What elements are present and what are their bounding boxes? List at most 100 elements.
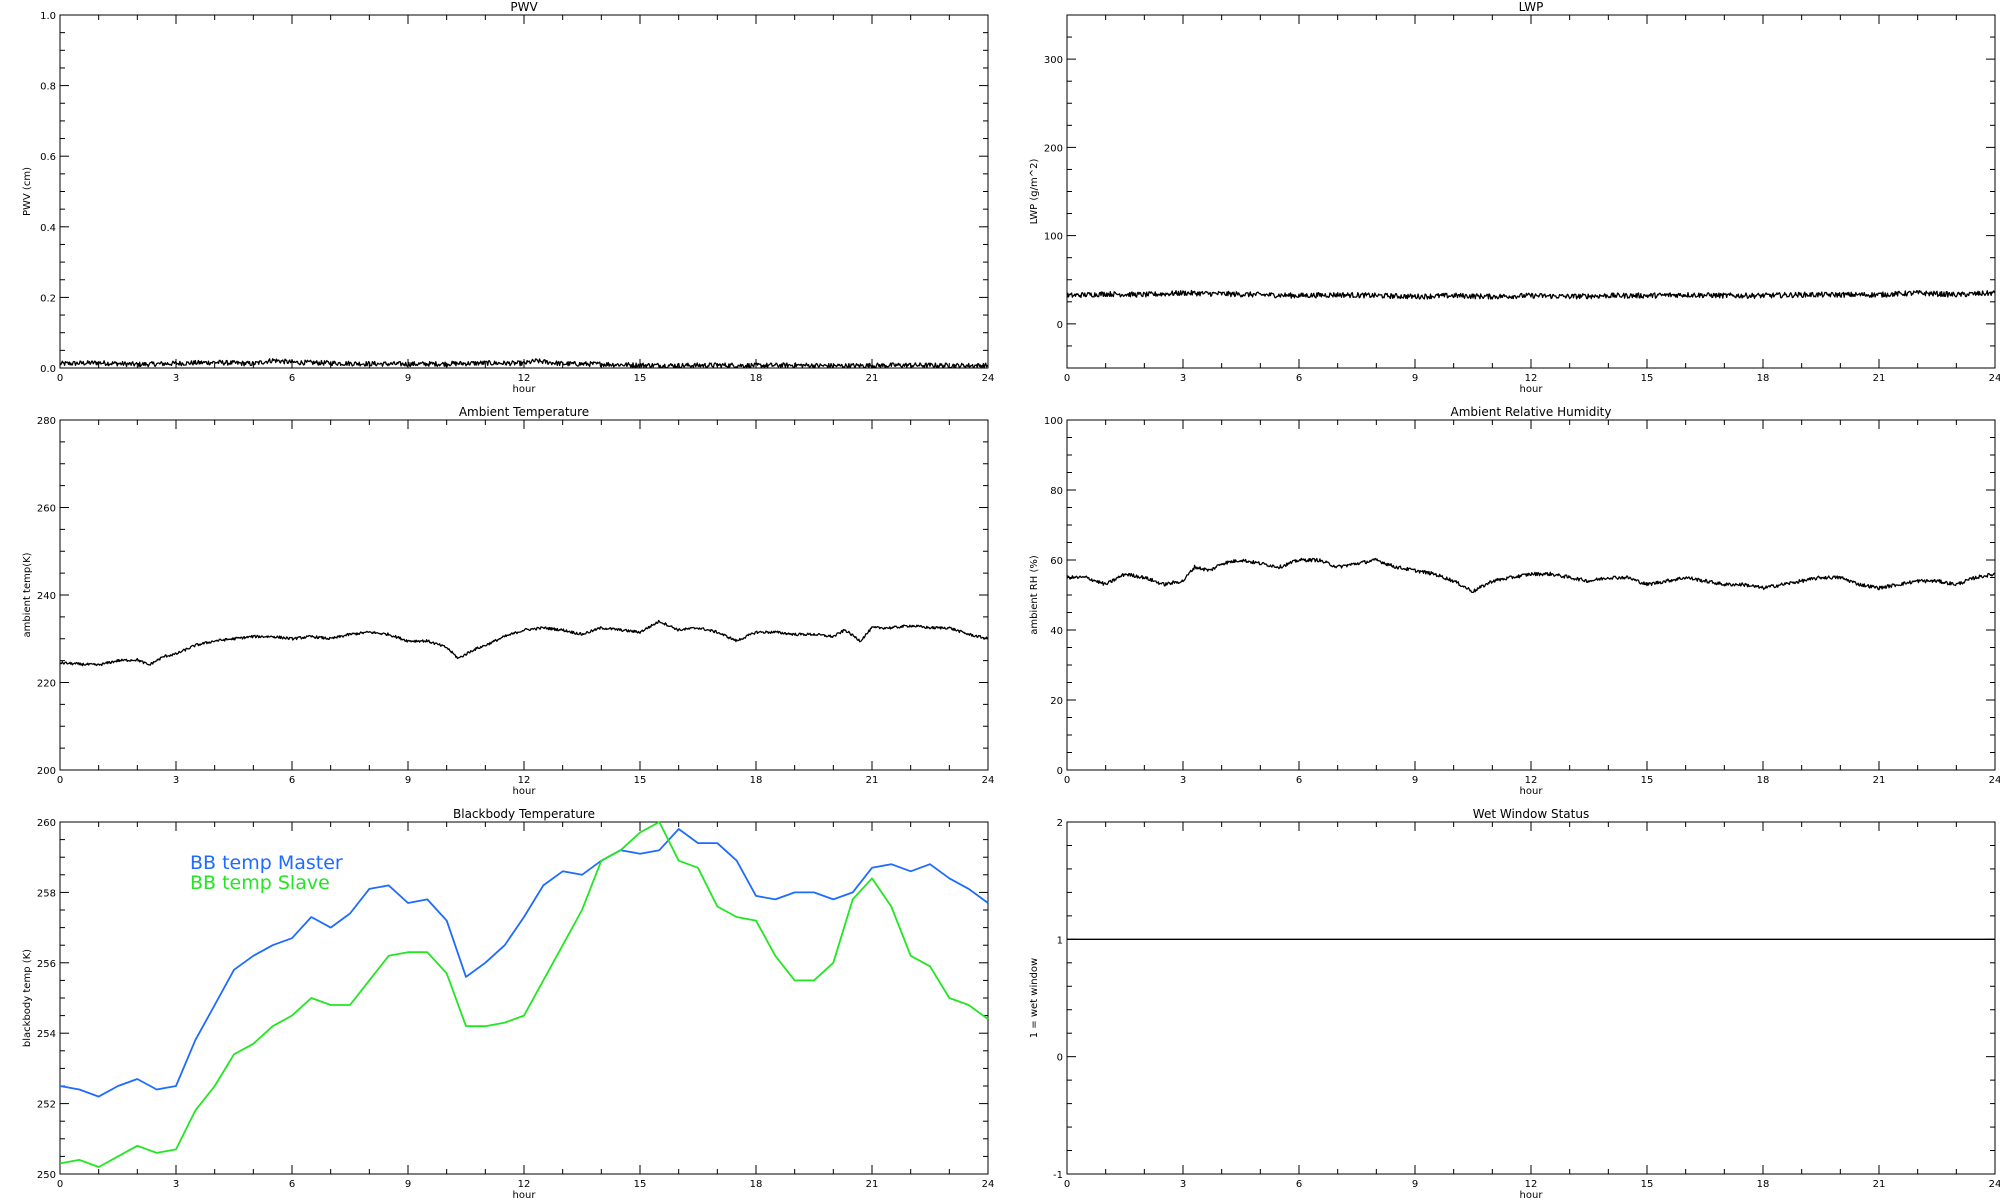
y-tick-label: 2	[1057, 818, 1063, 829]
chart-title: PWV	[510, 0, 538, 14]
y-tick-label: 280	[37, 416, 56, 427]
x-tick-label: 21	[1873, 775, 1886, 786]
y-axis-label: 1 = wet window	[1029, 958, 1040, 1038]
y-tick-label: 256	[37, 959, 56, 970]
x-tick-label: 3	[1180, 775, 1186, 786]
y-tick-label: 0.2	[40, 293, 56, 304]
y-tick-label: 0.8	[40, 82, 56, 93]
x-tick-label: 6	[1296, 1179, 1302, 1190]
x-axis-label: hour	[1520, 786, 1544, 797]
x-tick-label: 15	[634, 373, 647, 384]
x-tick-label: 9	[405, 1179, 411, 1190]
plot-frame	[59, 419, 989, 771]
x-tick-label: 9	[1412, 775, 1418, 786]
x-tick-label: 21	[866, 775, 879, 786]
series-line-ambient-temperature	[59, 619, 989, 667]
x-tick-label: 24	[1989, 775, 2000, 786]
y-tick-label: 254	[37, 1029, 56, 1040]
y-tick-label: 252	[37, 1100, 56, 1111]
x-tick-label: 3	[173, 373, 179, 384]
y-tick-label: 80	[1050, 486, 1063, 497]
y-tick-label: 200	[37, 766, 56, 777]
plot-frame	[1066, 821, 1996, 1175]
x-tick-label: 6	[289, 775, 295, 786]
x-tick-label: 0	[1064, 775, 1070, 786]
x-tick-label: 18	[1757, 1179, 1770, 1190]
x-tick-label: 18	[750, 775, 763, 786]
y-tick-label: 0	[1057, 1053, 1063, 1064]
x-tick-label: 21	[1873, 373, 1886, 384]
x-axis-label: hour	[513, 1190, 537, 1200]
x-tick-label: 15	[634, 775, 647, 786]
x-axis-label: hour	[513, 384, 537, 395]
y-tick-label: 250	[37, 1170, 56, 1181]
x-tick-label: 6	[289, 1179, 295, 1190]
chart-panel-lwp: LWP 0 3 6 9 12 15 18 21 24 hour 0 100 200 300 LWP (g/m^…	[1029, 0, 2000, 395]
legend-entry: BB temp Master	[190, 852, 343, 874]
y-tick-label: 260	[37, 818, 56, 829]
y-tick-label: 0	[1057, 320, 1063, 331]
y-tick-label: 1.0	[40, 11, 56, 22]
y-axis-label: PWV (cm)	[22, 167, 33, 216]
chart-title: Ambient Temperature	[459, 405, 589, 419]
y-axis-label: ambient temp(K)	[22, 552, 33, 637]
x-tick-label: 3	[1180, 373, 1186, 384]
x-tick-label: 12	[518, 1179, 531, 1190]
x-tick-label: 21	[866, 1179, 879, 1190]
y-tick-label: 240	[37, 591, 56, 602]
chart-panel-ambient-temperature: Ambient Temperature 0 3 6 9 12 15 18 21 24 hour 200…	[22, 405, 994, 797]
x-tick-label: 18	[750, 373, 763, 384]
y-tick-label: 40	[1050, 626, 1063, 637]
x-tick-label: 0	[1064, 373, 1070, 384]
y-tick-label: 0.0	[40, 364, 56, 375]
x-tick-label: 24	[982, 775, 995, 786]
x-tick-label: 6	[1296, 775, 1302, 786]
x-tick-label: 6	[1296, 373, 1302, 384]
series-line-ambient-relative-humidity	[1066, 557, 1996, 594]
y-axis-label: LWP (g/m^2)	[1029, 159, 1040, 225]
y-tick-label: 100	[1044, 416, 1063, 427]
y-tick-label: 300	[1044, 55, 1063, 66]
series-line-bb-temp-master	[59, 828, 989, 1098]
x-tick-label: 0	[57, 775, 63, 786]
x-tick-label: 18	[1757, 775, 1770, 786]
x-tick-label: 15	[1641, 775, 1654, 786]
x-tick-label: 21	[1873, 1179, 1886, 1190]
x-tick-label: 9	[1412, 1179, 1418, 1190]
y-tick-label: 260	[37, 504, 56, 515]
x-tick-label: 15	[1641, 1179, 1654, 1190]
x-tick-label: 0	[57, 1179, 63, 1190]
plot-frame	[59, 14, 989, 369]
x-axis-label: hour	[1520, 384, 1544, 395]
x-tick-label: 12	[518, 775, 531, 786]
y-tick-label: 100	[1044, 232, 1063, 243]
plot-frame	[1066, 14, 1996, 369]
x-tick-label: 0	[57, 373, 63, 384]
x-tick-label: 9	[1412, 373, 1418, 384]
y-axis-label: ambient RH (%)	[1029, 555, 1040, 635]
series-line-bb-temp-slave	[59, 821, 989, 1168]
chart-panel-blackbody-temperature: Blackbody Temperature 0 3 6 9 12 15 18 21 24 hour 2…	[22, 807, 994, 1200]
y-tick-label: 0	[1057, 766, 1063, 777]
x-tick-label: 3	[173, 1179, 179, 1190]
y-tick-label: 60	[1050, 556, 1063, 567]
chart-title: Wet Window Status	[1473, 807, 1589, 821]
chart-panel-pwv: PWV 0 3 6 9 12 15 18 21 24 hour 0.0 0.2 0.4 0.6 0.8 1.0 P…	[22, 0, 994, 395]
y-tick-label: -1	[1053, 1170, 1063, 1181]
chart-panel-ambient-relative-humidity: Ambient Relative Humidity 0 3 6 9 12 15 18 21 24 h…	[1029, 405, 2000, 797]
x-tick-label: 15	[1641, 373, 1654, 384]
x-tick-label: 24	[1989, 1179, 2000, 1190]
x-tick-label: 12	[518, 373, 531, 384]
series-line-lwp	[1066, 289, 1996, 300]
x-tick-label: 0	[1064, 1179, 1070, 1190]
legend-entry: BB temp Slave	[190, 872, 330, 894]
chart-title: Ambient Relative Humidity	[1451, 405, 1612, 419]
chart-title: Blackbody Temperature	[453, 807, 595, 821]
x-tick-label: 9	[405, 775, 411, 786]
x-tick-label: 3	[173, 775, 179, 786]
x-tick-label: 3	[1180, 1179, 1186, 1190]
y-tick-label: 20	[1050, 696, 1063, 707]
x-axis-label: hour	[513, 786, 537, 797]
